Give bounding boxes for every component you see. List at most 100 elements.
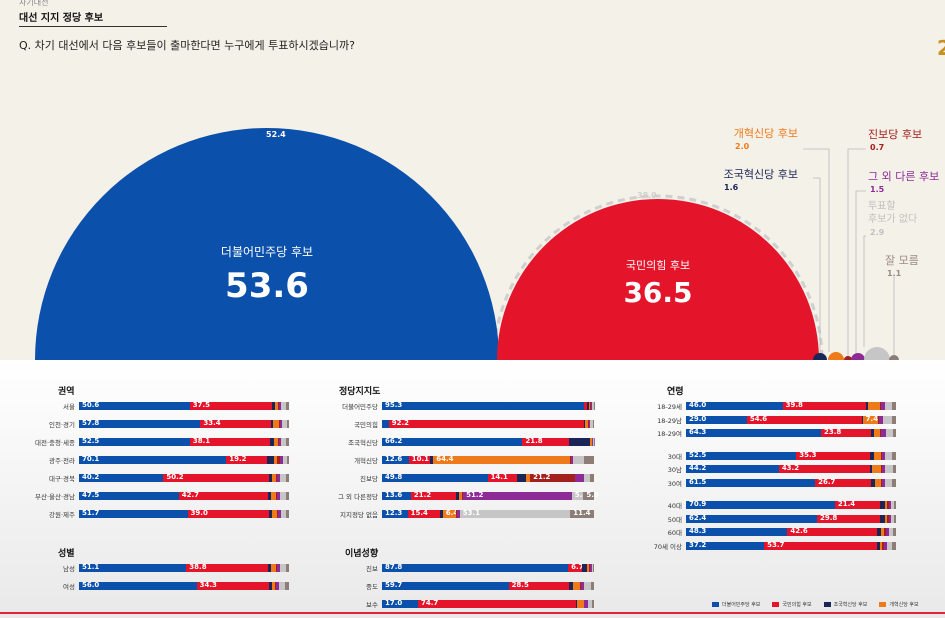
bar-value-label: 21.2 <box>533 473 551 481</box>
stacked-bar: 12.3 15.4 6.4 53.1 11.4 <box>382 509 594 518</box>
bubble-5 <box>844 356 852 360</box>
bar-segment <box>890 501 895 509</box>
bar-segment <box>881 478 885 487</box>
bubble-name-label: 개혁신당 후보 <box>734 127 798 140</box>
bar-value-label: 50.6 <box>82 401 100 409</box>
bar-segment: 48.3 <box>686 527 788 536</box>
legend-item: 개혁신당 후보 <box>879 601 919 608</box>
bottom-accent-line <box>0 612 945 614</box>
bar-row-label: 남성 <box>63 565 75 573</box>
bar-segment <box>587 402 590 410</box>
bar-segment: 44.2 <box>686 464 779 473</box>
bar-segment: 6.4 <box>442 509 458 518</box>
bar-row: 50대 62.4 29.8 <box>668 513 896 525</box>
bar-segment <box>880 541 883 550</box>
bar-segment <box>893 429 896 437</box>
stacked-bar: 44.2 43.2 <box>686 464 896 473</box>
bar-segment <box>589 474 594 482</box>
bar-value-label: 28.5 <box>511 581 529 589</box>
bar-segment <box>590 564 592 572</box>
bar-segment <box>285 474 289 482</box>
bar-segment <box>430 456 434 464</box>
bar-segment: 34.3 <box>196 581 269 590</box>
bar-segment: 59.7 <box>382 581 509 590</box>
bar-segment: 70.1 <box>79 455 227 464</box>
bar-segment <box>569 456 571 464</box>
bar-segment <box>879 415 884 424</box>
bar-row: 개혁신당 12.6 10.1 64.4 <box>354 454 594 466</box>
bar-segment <box>580 582 584 590</box>
bar-segment: 21.4 <box>834 500 880 509</box>
bar-segment <box>275 402 278 410</box>
bar-row-label: 개혁신당 <box>354 457 378 465</box>
bar-row: 여성 56.0 34.3 <box>63 580 289 592</box>
bubble-7 <box>864 347 890 360</box>
stacked-bar: 12.6 10.1 64.4 <box>382 455 594 464</box>
bubble-name-label: 국민의힘 후보 <box>626 259 690 272</box>
bar-segment <box>891 415 896 424</box>
bar-value-label: 44.2 <box>689 464 707 472</box>
bar-segment: 21.8 <box>522 437 569 446</box>
bar-value-label: 56.0 <box>82 581 100 589</box>
stacked-bar: 64.3 23.8 <box>686 428 896 437</box>
bar-segment: 14.1 <box>487 473 518 482</box>
bubble-value-label: 1.1 <box>887 269 902 278</box>
bar-segment: 46.0 <box>686 401 783 410</box>
bar-segment <box>584 402 588 410</box>
bubble-value-label: 0.7 <box>870 143 884 152</box>
bar-value-label: 29.8 <box>820 513 838 522</box>
bar-segment <box>881 451 886 460</box>
bar-row: 30여 61.5 26.7 <box>668 477 896 489</box>
bar-segment <box>576 600 578 608</box>
bar-segment <box>583 474 590 482</box>
bar-segment <box>455 492 459 500</box>
bar-segment <box>277 438 279 446</box>
stacked-bar: 51.1 38.8 <box>79 563 289 572</box>
stacked-bar: 62.4 29.8 <box>686 513 896 523</box>
bar-value-label: 61.5 <box>689 477 707 486</box>
bar-segment <box>270 564 277 572</box>
bar-value-label: 5.0 <box>586 491 599 499</box>
bar-segment <box>589 438 592 446</box>
bar-segment <box>591 438 593 446</box>
bubble-name-label: 더불어민주당 후보 <box>221 245 313 259</box>
bar-segment <box>884 528 886 536</box>
stacked-bar: 70.1 19.2 <box>79 455 289 464</box>
legend-swatch <box>712 602 719 607</box>
bar-segment <box>382 420 389 428</box>
bar-segment: 10.1 <box>408 455 431 464</box>
bar-value-label: 46.0 <box>689 401 707 409</box>
bar-segment: 53.7 <box>764 541 877 550</box>
leader-line <box>855 190 866 353</box>
bar-segment <box>887 501 889 509</box>
bar-row-label: 그 외 다른정당 <box>337 493 378 501</box>
bar-row: 중도 59.7 28.5 <box>366 580 594 592</box>
bar-segment <box>282 456 287 464</box>
stacked-bar: 57.8 33.4 <box>79 419 289 428</box>
bar-segment <box>889 528 894 536</box>
bar-segment <box>277 402 279 410</box>
bar-row-label: 여성 <box>63 583 75 591</box>
bar-value-label: 40.2 <box>82 473 100 481</box>
bar-value-label: 15.4 <box>410 509 428 517</box>
bar-segment <box>876 541 881 550</box>
bar-segment <box>274 582 276 590</box>
bar-segment <box>584 600 588 608</box>
stacked-bar: 52.5 35.3 <box>686 451 896 460</box>
bar-segment <box>591 402 593 410</box>
bar-segment <box>892 465 896 473</box>
bar-segment <box>592 438 594 446</box>
legend-item: 더불어민주당 후보 <box>712 601 760 608</box>
bar-segment <box>861 415 863 424</box>
bar-segment <box>280 564 287 572</box>
bar-row: 그 외 다른정당 13.6 21.2 51.2 5.5 5.0 <box>338 490 599 502</box>
bar-row-label: 더불어민주당 <box>342 403 378 411</box>
bubble-1 <box>35 128 499 360</box>
bar-value-label: 5.5 <box>574 491 588 499</box>
leader-line <box>847 148 866 356</box>
bubble-value-label: 1.5 <box>870 185 885 194</box>
bar-value-label: 39.8 <box>785 401 803 409</box>
bar-segment <box>575 474 584 482</box>
bar-segment <box>278 438 282 446</box>
bar-segment: 70.9 <box>686 500 835 509</box>
